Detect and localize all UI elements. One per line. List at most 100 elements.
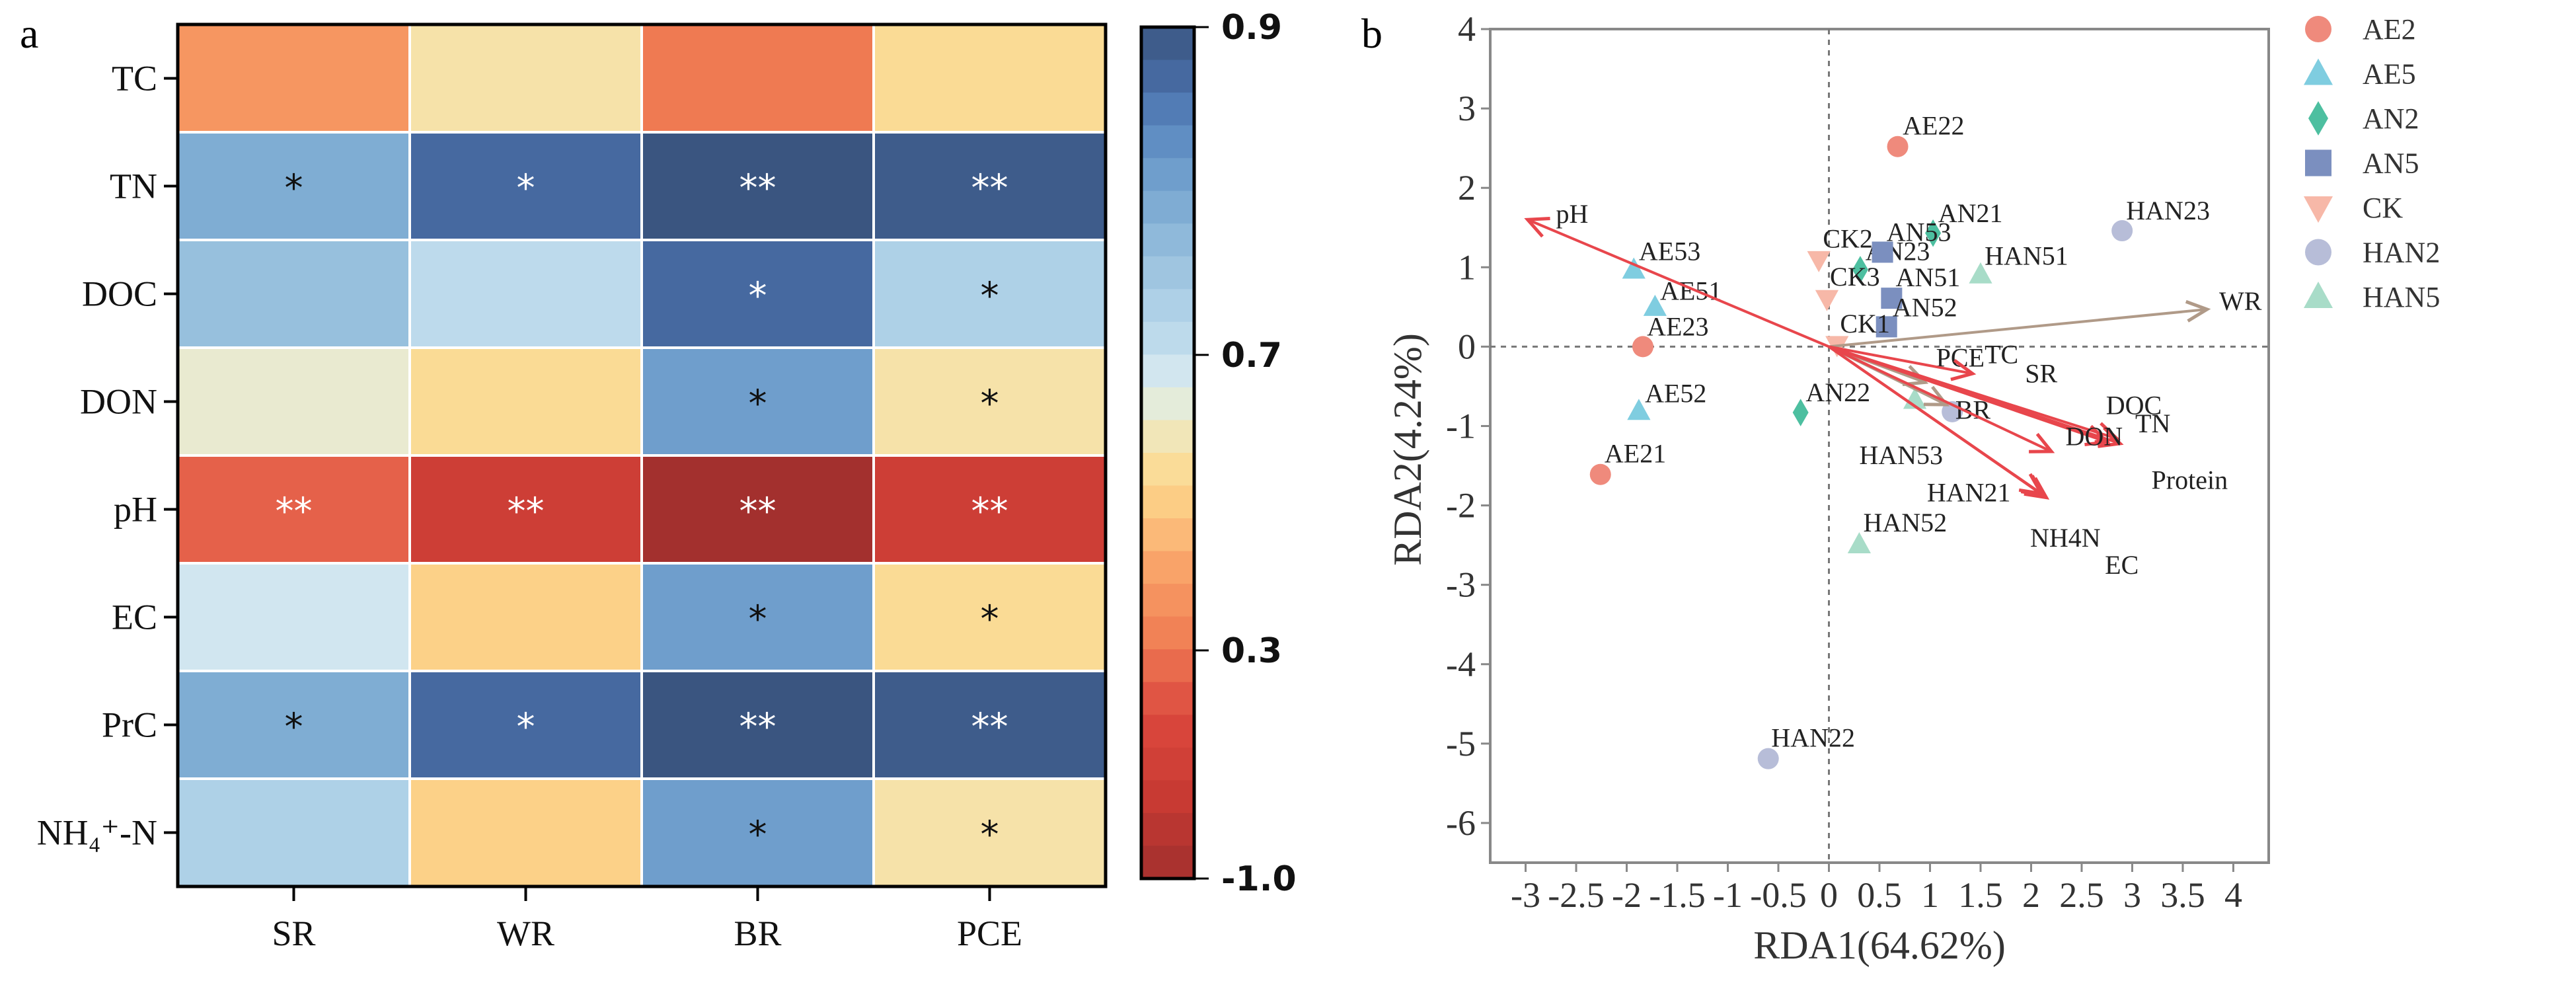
legend-item-han5: HAN5 <box>2304 281 2440 313</box>
legend-circle-icon <box>2305 16 2331 42</box>
legend-square-icon <box>2305 149 2331 177</box>
point-circle-icon <box>1757 748 1779 769</box>
significance-mark: ** <box>739 490 777 533</box>
point-label: CK3 <box>1830 262 1880 292</box>
vector-ec <box>1828 345 2050 500</box>
arrowhead-icon <box>2084 424 2111 447</box>
colorbar-band <box>1141 158 1194 192</box>
x-tick-label: -2.5 <box>1548 875 1604 915</box>
significance-mark: * <box>517 167 535 210</box>
legend-label: AE5 <box>2363 58 2416 91</box>
significance-mark: * <box>749 598 767 641</box>
point-label: HAN51 <box>1985 241 2068 271</box>
legend-item-an5: AN5 <box>2305 147 2419 180</box>
legend-triangle-icon <box>2304 58 2333 85</box>
colorbar-band <box>1141 59 1194 93</box>
vector-sr <box>1828 345 2055 453</box>
panel-a-label: a <box>20 10 38 57</box>
arrowhead-icon <box>1923 385 1950 407</box>
vector-label: Protein <box>2152 465 2228 494</box>
vector-shaft <box>1829 307 2207 348</box>
x-tick-label: 2.5 <box>2059 875 2104 915</box>
significance-mark: ** <box>276 490 313 533</box>
row-label: NH₄⁺-N <box>37 813 157 853</box>
point-label: CK2 <box>1823 223 1873 253</box>
legend-label: CK <box>2363 192 2403 224</box>
colorbar-band <box>1141 354 1194 388</box>
legend-label: AN5 <box>2363 147 2419 180</box>
arrowhead-icon <box>2098 426 2124 448</box>
heatmap-cell <box>872 454 1107 565</box>
heatmap-cell <box>872 239 1107 349</box>
vector-label: SR <box>2025 358 2057 388</box>
colorbar-border <box>1139 25 1196 881</box>
vector-label: TC <box>1985 340 2018 370</box>
colorbar-band <box>1141 780 1194 814</box>
vector-label: EC <box>2105 550 2139 580</box>
colorbar-band <box>1141 682 1194 715</box>
significance-mark: * <box>749 383 767 426</box>
arrowhead-icon <box>2029 432 2055 453</box>
y-tick-label: -1 <box>1446 406 1476 446</box>
point-label: HAN21 <box>1927 478 2011 508</box>
legend-label: AE2 <box>2363 13 2416 46</box>
significance-mark: ** <box>739 706 777 749</box>
significance-mark: * <box>981 598 999 641</box>
y-tick-label: 3 <box>1458 89 1476 128</box>
arrowhead-icon <box>2024 477 2050 500</box>
colorbar-tick-label: -1.0 <box>1221 859 1297 899</box>
legend-triangle-icon <box>2304 282 2333 308</box>
point-triangle-icon <box>1643 294 1667 316</box>
heatmap-cell <box>408 131 643 241</box>
y-tick-label: -2 <box>1446 486 1476 526</box>
legend-triangle-down-icon <box>2304 196 2333 223</box>
vector-shaft <box>1828 345 2107 444</box>
heatmap-cell <box>408 23 643 134</box>
x-tick-label: 3 <box>2123 875 2141 915</box>
heatmap-cell <box>640 23 875 134</box>
heatmap-cell <box>640 777 875 888</box>
point-label: AE21 <box>1605 439 1666 469</box>
colorbar-band <box>1141 747 1194 781</box>
point-circle-icon <box>1887 136 1909 157</box>
x-tick-label: -2 <box>1612 875 1642 915</box>
legend-item-ae2: AE2 <box>2305 13 2416 46</box>
x-tick-label: 3.5 <box>2160 875 2205 915</box>
y-tick-label: 0 <box>1458 327 1476 366</box>
arrowhead-icon <box>1950 359 1977 381</box>
vector-shaft <box>1829 345 1973 375</box>
legend-label: HAN2 <box>2363 237 2440 269</box>
y-tick-label: 4 <box>1458 9 1476 49</box>
heatmap-cell <box>408 454 643 565</box>
legend-circle-icon <box>2305 239 2331 266</box>
column-label: PCE <box>957 914 1022 953</box>
colorbar-band <box>1141 420 1194 453</box>
y-axis-label: RDA2(4.24%) <box>1386 333 1429 566</box>
colorbar-band <box>1141 616 1194 650</box>
x-tick-label: -0.5 <box>1750 875 1806 915</box>
point-square-icon <box>1872 241 1893 263</box>
row-label: EC <box>112 598 157 637</box>
x-axis-label: RDA1(64.62%) <box>1753 923 2006 967</box>
point-diamond-icon <box>1925 219 1942 247</box>
y-tick-label: -3 <box>1446 565 1476 605</box>
legend-diamond-icon <box>2308 101 2328 136</box>
colorbar-tick-label: 0.9 <box>1221 8 1282 48</box>
legend-item-han2: HAN2 <box>2305 237 2440 269</box>
arrowhead-icon <box>2185 299 2211 323</box>
colorbar-band <box>1141 387 1194 421</box>
colorbar-band <box>1141 453 1194 487</box>
point-label: AN22 <box>1805 377 1870 407</box>
heatmap-cell <box>176 346 411 457</box>
panel-b-label: b <box>1361 10 1383 57</box>
arrowhead-icon <box>1524 216 1550 238</box>
vector-label: NH4N <box>2030 523 2101 553</box>
colorbar-band <box>1141 485 1194 519</box>
vector-label: WR <box>2219 286 2262 316</box>
significance-mark: * <box>981 814 999 857</box>
heatmap-cell <box>872 346 1107 457</box>
point-label: AE52 <box>1645 378 1706 408</box>
point-diamond-icon <box>1852 256 1868 284</box>
colorbar-band <box>1141 256 1194 290</box>
colorbar-band <box>1141 584 1194 617</box>
